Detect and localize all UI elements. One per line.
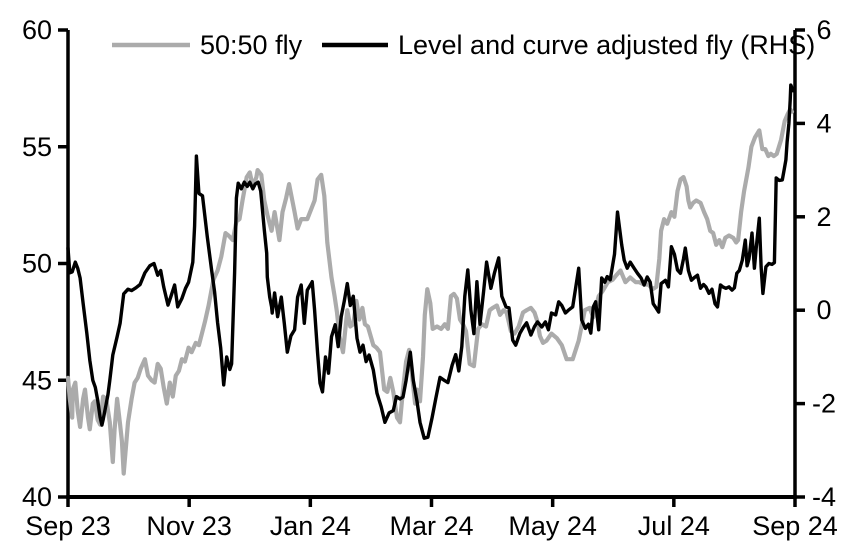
- legend-label-5050-fly: 50:50 fly: [200, 30, 303, 60]
- x-axis-tick-label: Sep 24: [752, 511, 838, 541]
- right-axis-tick-label: -4: [812, 482, 836, 512]
- right-axis-tick-label: 2: [816, 202, 831, 232]
- x-axis-tick-label: Jan 24: [270, 511, 351, 541]
- x-axis-tick-label: Mar 24: [389, 511, 473, 541]
- right-axis-tick-label: 4: [816, 108, 831, 138]
- x-axis-tick-label: May 24: [508, 511, 597, 541]
- left-axis-tick-label: 50: [22, 249, 52, 279]
- left-axis-tick-label: 60: [22, 15, 52, 45]
- left-axis-tick-label: 45: [22, 365, 52, 395]
- legend-label-level-curve-adjusted-fly: Level and curve adjusted fly (RHS): [398, 30, 815, 60]
- left-axis-tick-label: 55: [22, 132, 52, 162]
- right-axis-tick-label: 0: [816, 295, 831, 325]
- right-axis-tick-label: -2: [812, 389, 836, 419]
- x-axis-tick-label: Nov 23: [146, 511, 232, 541]
- right-axis-tick-label: 6: [816, 15, 831, 45]
- left-axis-tick-label: 40: [22, 482, 52, 512]
- series-level-curve-adjusted-fly-line: [66, 83, 795, 440]
- x-axis-tick-label: Sep 23: [25, 511, 111, 541]
- x-axis-tick-label: Jul 24: [638, 511, 710, 541]
